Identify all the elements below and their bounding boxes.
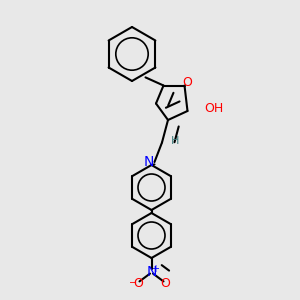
Text: OH: OH [204, 101, 223, 115]
Text: +: + [152, 264, 159, 274]
Text: N: N [144, 155, 154, 169]
Text: O: O [182, 76, 192, 89]
Text: −: − [129, 278, 137, 288]
Text: H: H [171, 136, 179, 146]
Text: N: N [146, 265, 157, 278]
Text: O: O [160, 277, 170, 290]
Text: O: O [133, 277, 143, 290]
